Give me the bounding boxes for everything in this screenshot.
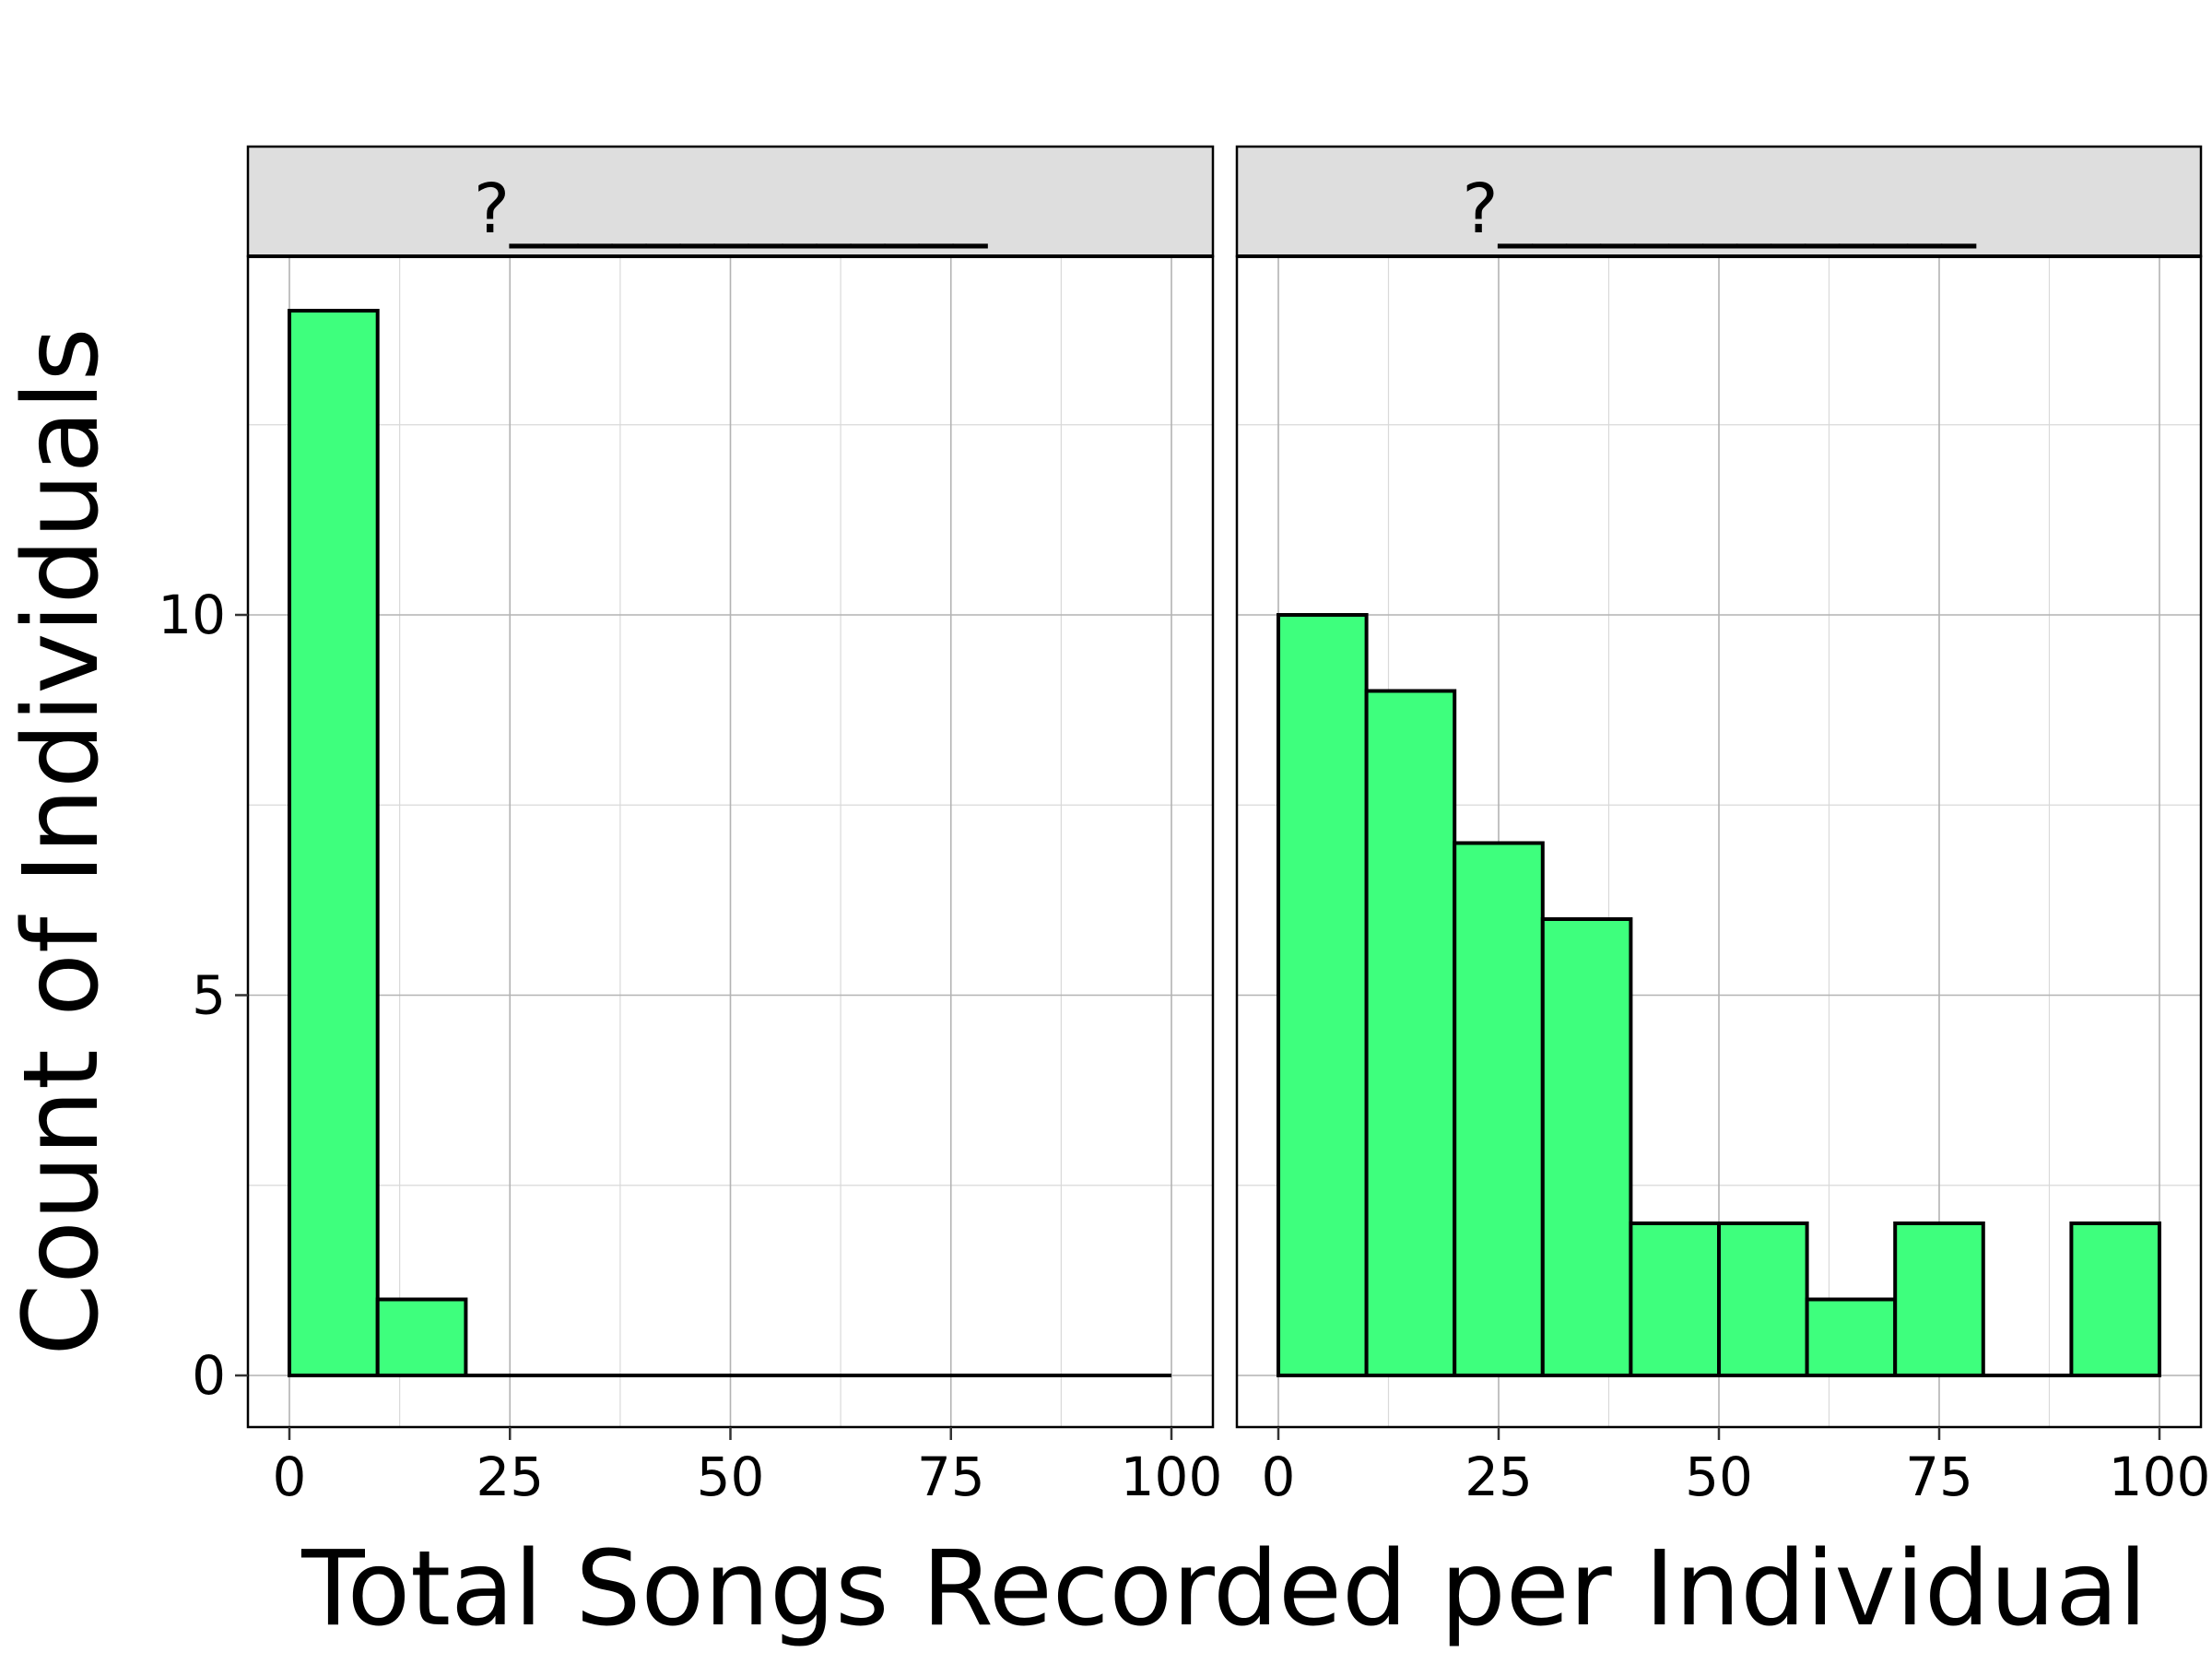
facet-strip [1235,145,2203,258]
histogram-bar [375,1297,468,1377]
x-tick-label: 25 [1465,1446,1533,1508]
histogram-bar [1717,1221,1809,1377]
x-tick-label: 0 [1262,1446,1296,1508]
histogram-bar [2069,1221,2161,1377]
histogram-bar [1453,841,1545,1377]
x-tick-label: 100 [1121,1446,1223,1508]
facet-panel-1: ?______________ 0 25 50 75 100 0 5 10 [158,145,1223,1508]
histogram-bar [1540,917,1633,1377]
x-tick-label: 50 [697,1446,765,1508]
histogram-bar [1277,613,1369,1377]
x-tick-label: 75 [917,1446,985,1508]
x-tick-label: 75 [1905,1446,1973,1508]
histogram-bar [288,309,380,1377]
histogram-bar [1893,1221,1985,1377]
y-tick-label: 10 [158,584,226,646]
histogram-bar [1629,1221,1722,1377]
histogram-bar [1805,1297,1898,1377]
x-tick-label: 50 [1685,1446,1753,1508]
x-tick-label: 100 [2109,1446,2211,1508]
y-axis-title: Count of Individuals [2,327,122,1356]
x-tick-label: 0 [273,1446,307,1508]
panels-layer: ?______________0 25 50 75 1000510?__________… [158,145,2211,1508]
y-tick-label: 5 [192,964,226,1027]
x-axis-title: Total Songs Recorded per Individual [300,1529,2147,1649]
facet-strip-label: ?______________ [1462,170,1976,249]
y-tick-label: 0 [192,1344,226,1407]
x-tick-label: 25 [476,1446,544,1508]
facet-strip-label: ?______________ [474,170,988,249]
facet-panel-2: ?______________ 0 25 50 75 100 [1235,145,2211,1508]
histogram-bar [1364,689,1457,1377]
